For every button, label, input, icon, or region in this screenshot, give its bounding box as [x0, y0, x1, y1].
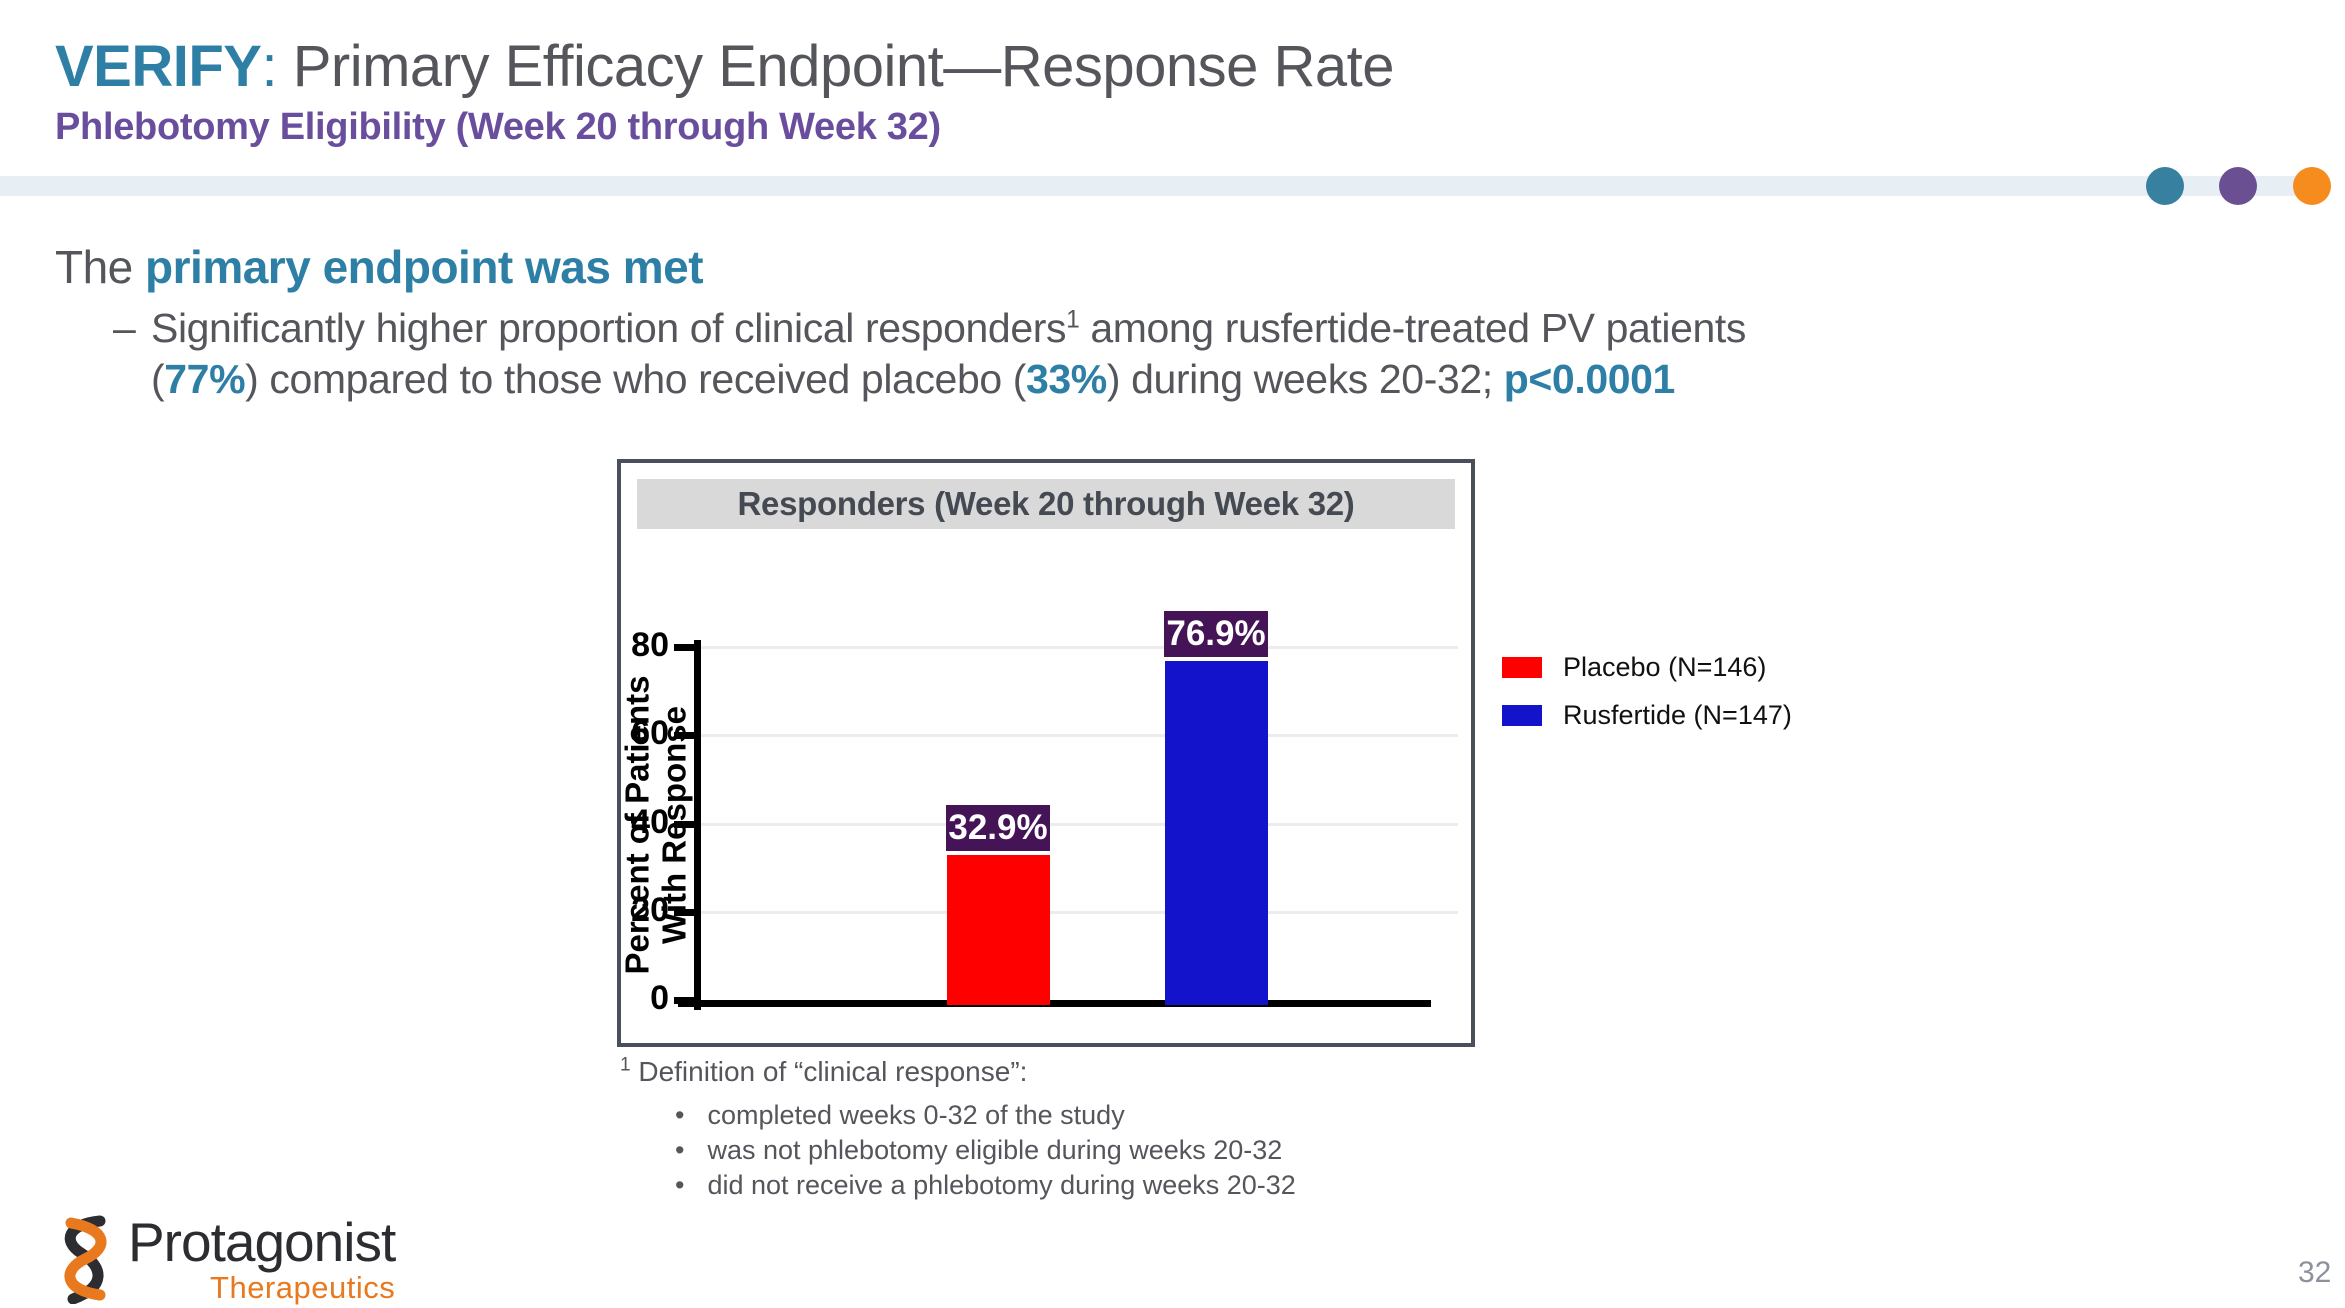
gridline-20	[701, 911, 1458, 914]
bullet-2b: ) compared to those who received placebo…	[245, 356, 1026, 402]
accent-dot-orange-icon	[2293, 167, 2331, 205]
bullet-item: – Significantly higher proportion of cli…	[113, 303, 1746, 405]
p-value: p<0.0001	[1503, 356, 1676, 402]
accent-dot-purple-icon	[2219, 167, 2257, 205]
title-colon: :	[261, 34, 293, 99]
bullet-2c: ) during weeks 20-32;	[1106, 356, 1504, 402]
bullet-1a: Significantly higher proportion of clini…	[151, 305, 1067, 351]
footnote-ref: 1	[1066, 306, 1080, 334]
footnote-item-text: was not phlebotomy eligible during weeks…	[707, 1135, 1283, 1165]
logo-helix-icon	[64, 1215, 107, 1304]
footnote-item-text: completed weeks 0-32 of the study	[707, 1100, 1125, 1130]
logo-division: Therapeutics	[210, 1270, 396, 1305]
bullet-dash: –	[113, 305, 136, 351]
bullet-dot-icon: •	[675, 1135, 685, 1165]
legend-item-1: Rusfertide (N=147)	[1502, 700, 1792, 731]
legend-item-0: Placebo (N=146)	[1502, 652, 1792, 683]
bar-Placebo (N=146)	[947, 855, 1050, 1005]
y-tick-label-0: 0	[650, 979, 669, 1017]
lead-highlight: primary endpoint was met	[145, 241, 704, 293]
accent-dot-teal-icon	[2146, 167, 2184, 205]
chart-title: Responders (Week 20 through Week 32)	[637, 479, 1455, 529]
legend-swatch-icon	[1502, 705, 1542, 726]
footnote-items: • completed weeks 0-32 of the study • was n…	[675, 1098, 1296, 1203]
title-rest: Primary Efficacy Endpoint—Response Rate	[292, 34, 1395, 99]
gridline-80	[701, 646, 1458, 649]
y-tick-20	[674, 909, 694, 916]
footnote-sup: 1	[620, 1054, 631, 1076]
gridline-60	[701, 734, 1458, 737]
footnote-block: 1 Definition of “clinical response”: • co…	[620, 1056, 1296, 1203]
value-label-76.9%: 76.9%	[1164, 611, 1268, 657]
legend-label: Rusfertide (N=147)	[1563, 700, 1792, 730]
footnote-item-2: • did not receive a phlebotomy during wee…	[675, 1168, 1296, 1203]
y-tick-0	[674, 997, 694, 1004]
company-logo: Protagonist Therapeutics	[54, 1211, 396, 1306]
gridline-40	[701, 823, 1458, 826]
chart-legend: Placebo (N=146) Rusfertide (N=147)	[1502, 652, 1792, 748]
x-axis-line	[678, 1000, 1431, 1007]
legend-swatch-icon	[1502, 657, 1542, 678]
y-tick-label-20: 20	[631, 891, 669, 929]
rusfertide-pct: 77%	[164, 356, 246, 402]
bullet-line-1: Significantly higher proportion of clini…	[151, 303, 1746, 354]
footnote-item-text: did not receive a phlebotomy during week…	[707, 1170, 1296, 1200]
legend-label: Placebo (N=146)	[1563, 652, 1767, 682]
bar-Rusfertide (N=147)	[1165, 661, 1268, 1005]
divider-band	[0, 176, 2300, 196]
lead-prefix: The	[55, 241, 146, 293]
footnote-intro: 1 Definition of “clinical response”:	[620, 1056, 1296, 1088]
bullet-2a: (	[151, 356, 165, 402]
bullet-dot-icon: •	[675, 1170, 685, 1200]
slide-subtitle: Phlebotomy Eligibility (Week 20 through …	[55, 106, 941, 148]
slide-title: VERIFY: Primary Efficacy Endpoint—Respon…	[55, 34, 1395, 100]
value-label-32.9%: 32.9%	[946, 805, 1050, 851]
y-tick-80	[674, 644, 694, 651]
footnote-item-0: • completed weeks 0-32 of the study	[675, 1098, 1296, 1133]
y-tick-60	[674, 732, 694, 739]
y-axis-line	[694, 640, 701, 1010]
page-number: 32	[2298, 1256, 2332, 1289]
placebo-pct: 33%	[1026, 356, 1107, 402]
logo-text: Protagonist Therapeutics	[128, 1211, 396, 1306]
footnote-intro-text: Definition of “clinical response”:	[630, 1056, 1028, 1087]
logo-name: Protagonist	[128, 1211, 396, 1273]
footnote-item-1: • was not phlebotomy eligible during week…	[675, 1133, 1296, 1168]
lead-statement: The primary endpoint was met	[55, 240, 704, 294]
y-tick-label-80: 80	[631, 626, 669, 664]
bullet-dot-icon: •	[675, 1100, 685, 1130]
bullet-text: Significantly higher proportion of clini…	[151, 303, 1746, 405]
y-tick-label-40: 40	[631, 803, 669, 841]
y-tick-label-60: 60	[631, 714, 669, 752]
bullet-line-2: (77%) compared to those who received pla…	[151, 354, 1746, 405]
bullet-1b: among rusfertide-treated PV patients	[1079, 305, 1746, 351]
y-tick-40	[674, 821, 694, 828]
chart-frame: Responders (Week 20 through Week 32) Per…	[617, 459, 1475, 1047]
title-highlight: VERIFY	[55, 34, 262, 99]
